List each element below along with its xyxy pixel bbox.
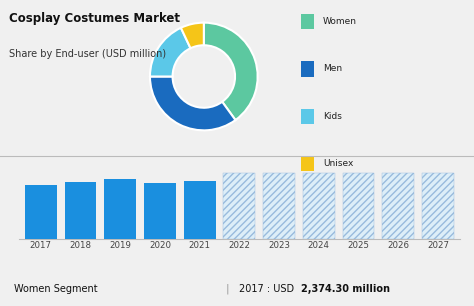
Text: Share by End-user (USD million): Share by End-user (USD million) [9, 49, 166, 59]
Bar [383, 173, 414, 239]
Bar [263, 173, 295, 239]
Text: Unisex: Unisex [323, 159, 353, 168]
Bar [343, 173, 374, 239]
Bar [422, 173, 454, 239]
Bar [104, 179, 136, 239]
Bar [144, 183, 176, 239]
Wedge shape [204, 23, 258, 120]
Text: Kids: Kids [323, 112, 342, 121]
Wedge shape [150, 28, 191, 76]
Text: 2,374.30 million: 2,374.30 million [301, 284, 390, 294]
Text: Cosplay Costumes Market: Cosplay Costumes Market [9, 12, 181, 25]
Bar [184, 181, 216, 239]
Bar [64, 182, 96, 239]
Text: |: | [225, 284, 229, 294]
Text: Women Segment: Women Segment [14, 284, 98, 294]
Bar [25, 185, 57, 239]
Text: 2017 : USD: 2017 : USD [239, 284, 298, 294]
Bar [223, 173, 255, 239]
Wedge shape [150, 76, 236, 130]
Bar [303, 173, 335, 239]
Text: Women: Women [323, 17, 357, 26]
Wedge shape [181, 23, 204, 48]
Text: Men: Men [323, 64, 342, 73]
